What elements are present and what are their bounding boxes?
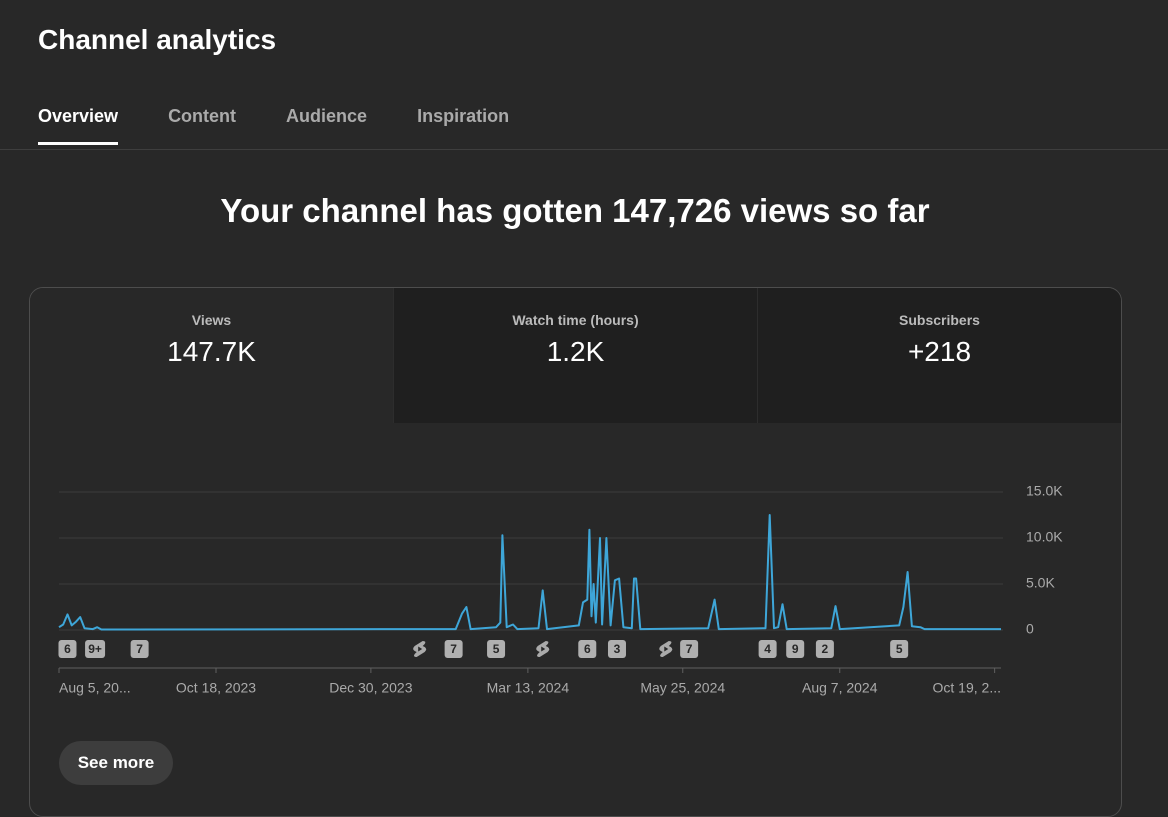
marker-label: 9 [792, 642, 799, 656]
y-tick-label: 5.0K [1026, 575, 1055, 591]
metric-value: 1.2K [546, 336, 605, 367]
marker-badge [680, 640, 699, 658]
marker-label: 5 [493, 642, 500, 656]
marker-badge [786, 640, 805, 658]
x-tick-label: Aug 5, 20... [59, 680, 131, 696]
metric-label: Subscribers [899, 312, 980, 328]
marker-label: 9+ [88, 642, 102, 656]
marker-label: 6 [584, 642, 591, 656]
metric-value: 147.7K [167, 336, 256, 367]
y-tick-label: 0 [1026, 621, 1034, 637]
marker-label: 7 [136, 642, 143, 656]
marker-badge [130, 640, 149, 658]
marker-label: 7 [686, 642, 693, 656]
shorts-play [664, 646, 669, 652]
marker-label: 3 [614, 642, 621, 656]
x-tick-label: Oct 19, 2... [933, 680, 1001, 696]
shorts-marker [536, 641, 550, 657]
tab[interactable]: Content [168, 106, 237, 126]
metric-label: Watch time (hours) [512, 312, 639, 328]
marker-badge [578, 640, 597, 658]
x-tick-label: Aug 7, 2024 [802, 680, 878, 696]
data-line [58, 514, 1001, 631]
metric-tab[interactable]: Views 147.7K [30, 288, 393, 423]
marker-badge [607, 640, 626, 658]
marker-badge [890, 640, 909, 658]
marker-label: 2 [822, 642, 829, 656]
x-tick-label: Oct 18, 2023 [176, 680, 256, 696]
metric-tab[interactable]: Subscribers +218 [757, 288, 1121, 423]
marker-label: 4 [764, 642, 771, 656]
metric-tab[interactable]: Watch time (hours) 1.2K [393, 288, 757, 423]
y-tick-label: 10.0K [1026, 529, 1063, 545]
marker-badge [58, 640, 77, 658]
shorts-play [418, 646, 423, 652]
marker-label: 7 [450, 642, 457, 656]
x-tick-label: May 25, 2024 [640, 680, 725, 696]
marker-badge [85, 640, 106, 658]
tab[interactable]: Overview [38, 106, 119, 145]
shorts-marker [413, 641, 427, 657]
y-tick-label: 15.0K [1026, 483, 1063, 499]
marker-badge [815, 640, 834, 658]
marker-badge [758, 640, 777, 658]
x-tick-label: Mar 13, 2024 [487, 680, 570, 696]
metric-value: +218 [907, 336, 972, 367]
tab[interactable]: Inspiration [417, 106, 510, 126]
divider [0, 149, 1168, 150]
shorts-play [541, 646, 546, 652]
x-tick-label: Dec 30, 2023 [329, 680, 412, 696]
headline: Your channel has gotten 147,726 views so… [220, 192, 930, 229]
see-more-button[interactable]: See more [59, 741, 173, 785]
analytics-card: Views 147.7K Watch time (hours) 1.2K Sub… [29, 287, 1122, 817]
page-title: Channel analytics [38, 24, 277, 55]
shorts-marker [659, 641, 673, 657]
marker-badge [487, 640, 506, 658]
marker-badge [444, 640, 463, 658]
marker-label: 6 [64, 642, 71, 656]
marker-label: 5 [896, 642, 903, 656]
metric-tabs: Views 147.7K Watch time (hours) 1.2K Sub… [30, 288, 1121, 423]
tab[interactable]: Audience [286, 106, 368, 126]
tab-bar: Overview Content Audience Inspiration [38, 106, 509, 145]
metric-label: Views [191, 312, 232, 328]
